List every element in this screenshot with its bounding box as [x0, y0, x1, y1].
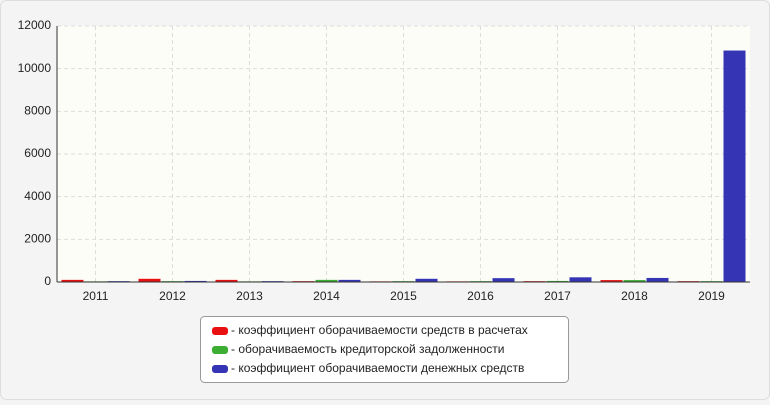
bar [600, 280, 623, 282]
x-tick-label: 2012 [159, 289, 186, 303]
bar [623, 280, 646, 282]
bar [415, 278, 438, 282]
legend-swatch [212, 346, 228, 354]
y-tick-label: 8000 [24, 104, 51, 118]
x-tick-label: 2016 [467, 289, 494, 303]
bar [646, 277, 669, 282]
y-tick-label: 10000 [18, 61, 52, 75]
bar [492, 278, 515, 282]
bar [546, 280, 569, 282]
bar [184, 280, 207, 282]
x-tick-label: 2018 [621, 289, 648, 303]
bar [315, 279, 338, 282]
x-tick-label: 2019 [698, 289, 725, 303]
x-tick-label: 2017 [544, 289, 571, 303]
legend-label: - коэффициент оборачиваемости средств в … [231, 323, 528, 337]
legend-box [200, 316, 569, 383]
y-tick-label: 6000 [24, 146, 51, 160]
bar [138, 278, 161, 282]
bar [569, 277, 592, 282]
x-tick-label: 2011 [83, 289, 109, 303]
legend-label: - оборачиваемость кредиторской задолженн… [231, 342, 504, 356]
bar [723, 50, 746, 283]
y-tick-label: 2000 [24, 232, 51, 246]
x-tick-label: 2014 [313, 289, 340, 303]
legend-label: - коэффициент оборачиваемости денежных с… [231, 361, 524, 375]
bar [61, 279, 84, 282]
y-tick-label: 0 [44, 274, 51, 288]
legend-swatch [212, 327, 228, 335]
x-tick-label: 2015 [390, 289, 417, 303]
bar [338, 279, 361, 282]
y-tick-label: 4000 [24, 189, 51, 203]
y-tick-label: 12000 [18, 18, 52, 32]
x-tick-label: 2013 [236, 289, 263, 303]
legend-swatch [212, 365, 228, 373]
bar [215, 279, 238, 282]
